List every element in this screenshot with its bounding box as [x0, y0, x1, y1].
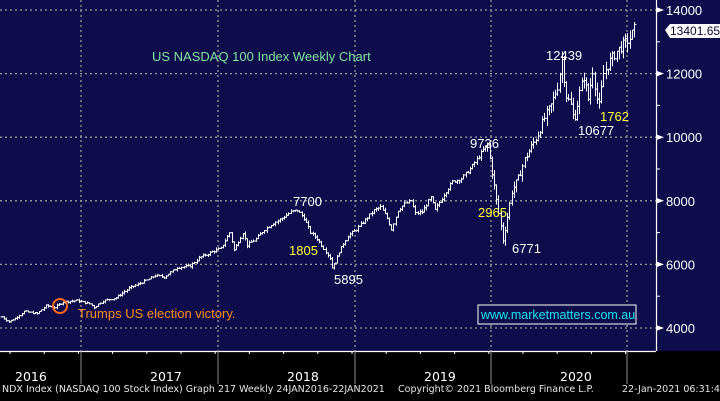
x-tick-label: 2020: [560, 369, 592, 384]
x-tick-label: 2016: [15, 369, 47, 384]
last-price-flag: [665, 24, 720, 38]
y-tick-arrow: [656, 261, 664, 268]
y-tick-arrow: [656, 70, 664, 77]
x-tick-label: 2018: [287, 369, 319, 384]
y-tick-label: 6000: [666, 257, 695, 272]
plot-background: [0, 0, 656, 351]
x-tick-label: 2017: [150, 369, 182, 384]
y-tick-label: 10000: [666, 130, 702, 145]
y-tick-arrow: [656, 7, 664, 13]
gridlines: [0, 0, 656, 351]
website-frame: [477, 304, 637, 325]
footer-timestamp: 22-Jan-2021 06:31:45: [622, 384, 720, 395]
annotation-price: 6771: [512, 241, 541, 256]
y-tick-arrow: [656, 134, 664, 141]
y-tick-label: 14000: [666, 3, 702, 18]
footer-copyright: Copyright© 2021 Bloomberg Finance L.P.: [398, 384, 594, 395]
price-bars: [0, 22, 637, 323]
annotation-price: 12439: [546, 48, 582, 63]
footer-source: NDX Index (NASDAQ 100 Stock Index) Graph…: [2, 384, 385, 395]
y-tick-label: 4000: [666, 321, 695, 336]
x-axis: 2016 2017 2018 2019 2020: [0, 350, 656, 384]
axis-background: [656, 0, 720, 351]
y-tick-arrow: [656, 325, 664, 331]
annotation-points: 1805: [289, 243, 318, 258]
annotation-price: 5895: [334, 272, 363, 287]
annotation-price: 9736: [470, 136, 499, 151]
y-tick-label: 8000: [666, 194, 695, 209]
last-price-tag: 13401.65: [665, 24, 720, 38]
annotation-price: 7700: [293, 194, 322, 209]
event-circle-icon: [52, 298, 68, 314]
y-axis: 4000 6000 8000 10000 12000 14000: [655, 0, 720, 351]
y-tick-arrow: [656, 197, 664, 204]
y-tick-label: 12000: [666, 67, 702, 82]
event-label: Trumps US election victory.: [78, 306, 236, 321]
website-link[interactable]: www.marketmatters.com.au: [480, 308, 635, 322]
last-price-label: 13401.65: [670, 24, 720, 38]
annotation-points: 1762: [600, 109, 629, 124]
chart-title: US NASDAQ 100 Index Weekly Chart: [152, 49, 371, 64]
annotation-points: 2965: [478, 205, 507, 220]
event-marker: Trumps US election victory.: [52, 298, 236, 321]
annotation-price: 10677: [578, 123, 614, 138]
x-tick-label: 2019: [424, 369, 456, 384]
website-box[interactable]: www.marketmatters.com.au: [477, 304, 637, 325]
